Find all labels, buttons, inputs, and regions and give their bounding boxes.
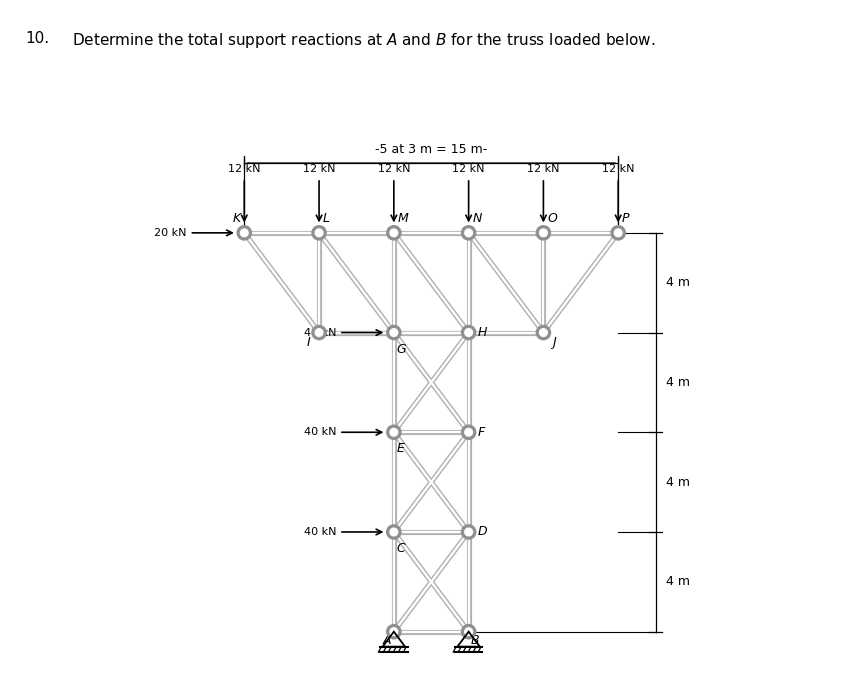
Circle shape (312, 325, 326, 339)
Text: 4 m: 4 m (666, 575, 689, 589)
Text: C: C (396, 542, 405, 555)
Circle shape (536, 226, 551, 240)
Circle shape (387, 226, 401, 240)
Circle shape (237, 226, 252, 240)
Text: L: L (323, 212, 330, 226)
Circle shape (465, 329, 473, 337)
Circle shape (462, 226, 476, 240)
Text: Determine the total support reactions at $A$ and $B$ for the truss loaded below.: Determine the total support reactions at… (72, 31, 656, 50)
Circle shape (465, 428, 473, 436)
Circle shape (462, 525, 476, 539)
Text: -5 at 3 m = 15 m-: -5 at 3 m = 15 m- (375, 142, 487, 155)
Text: F: F (478, 425, 484, 439)
Text: 4 m: 4 m (666, 376, 689, 389)
Circle shape (465, 628, 473, 636)
Circle shape (241, 229, 248, 237)
Circle shape (540, 329, 547, 337)
Circle shape (387, 525, 401, 539)
Circle shape (387, 325, 401, 339)
Circle shape (390, 528, 398, 536)
Text: 12 kN: 12 kN (602, 164, 634, 174)
Text: H: H (478, 326, 487, 339)
Text: 12 kN: 12 kN (377, 164, 410, 174)
Circle shape (387, 625, 401, 638)
Circle shape (315, 329, 323, 337)
Text: 20 kN: 20 kN (155, 228, 187, 238)
Circle shape (390, 628, 398, 636)
Text: 4 m: 4 m (666, 475, 689, 489)
Text: 4 m: 4 m (666, 276, 689, 289)
Circle shape (462, 325, 476, 339)
Text: K: K (232, 212, 241, 226)
Circle shape (465, 229, 473, 237)
Text: 12 kN: 12 kN (303, 164, 335, 174)
Circle shape (390, 428, 398, 436)
Circle shape (462, 625, 476, 638)
Circle shape (611, 226, 625, 240)
Circle shape (390, 229, 398, 237)
Text: 40 kN: 40 kN (304, 328, 337, 337)
Text: I: I (307, 337, 310, 349)
Text: 40 kN: 40 kN (304, 428, 337, 437)
Text: J: J (552, 337, 556, 349)
Text: O: O (547, 212, 557, 226)
Circle shape (390, 329, 398, 337)
Circle shape (536, 325, 551, 339)
Circle shape (462, 425, 476, 439)
Text: 12 kN: 12 kN (527, 164, 559, 174)
Circle shape (387, 425, 401, 439)
Text: B: B (471, 634, 479, 648)
Text: D: D (478, 525, 487, 539)
Text: 40 kN: 40 kN (304, 527, 337, 537)
Text: N: N (473, 212, 482, 226)
Text: 12 kN: 12 kN (452, 164, 484, 174)
Text: 12 kN: 12 kN (228, 164, 261, 174)
Circle shape (615, 229, 622, 237)
Text: 10.: 10. (26, 31, 49, 46)
Text: M: M (398, 212, 408, 226)
Text: E: E (396, 442, 405, 455)
Circle shape (540, 229, 547, 237)
Circle shape (465, 528, 473, 536)
Text: P: P (622, 212, 630, 226)
Text: G: G (396, 343, 406, 355)
Text: A: A (382, 634, 391, 648)
Circle shape (315, 229, 323, 237)
Circle shape (312, 226, 326, 240)
